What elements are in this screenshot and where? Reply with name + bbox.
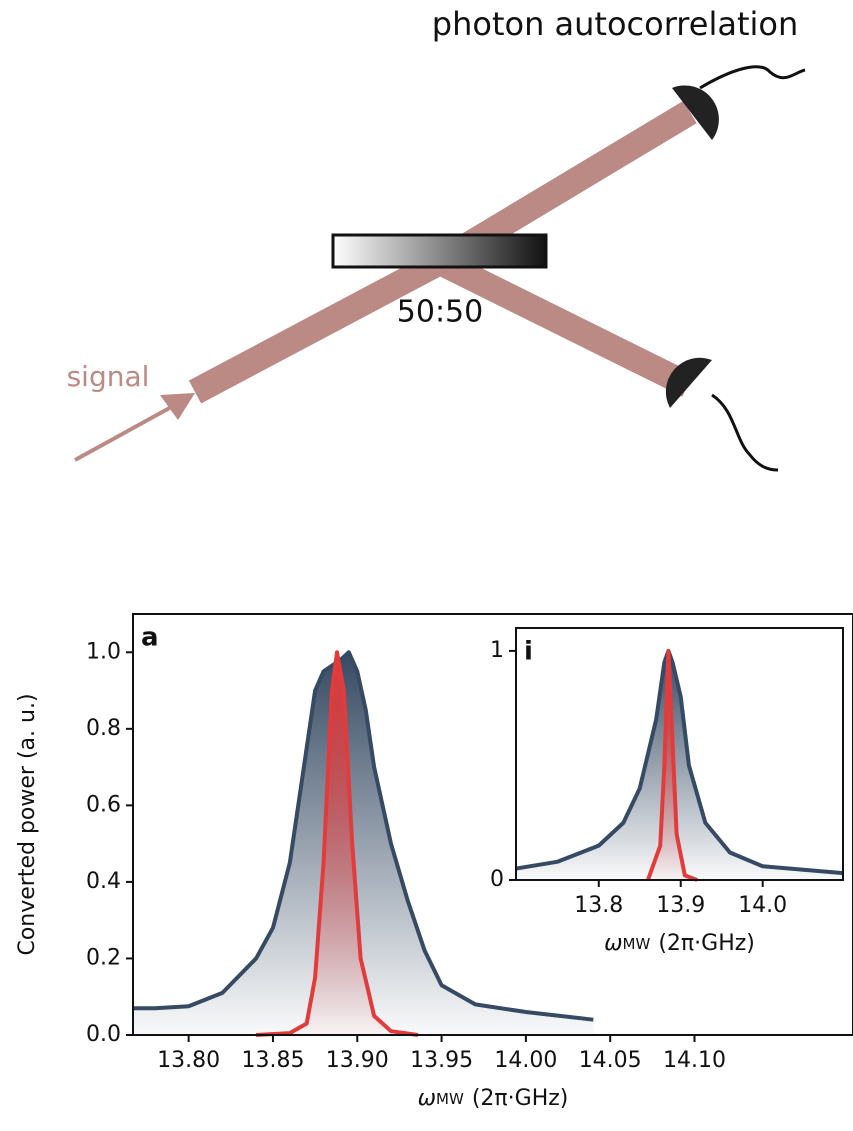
y-tick-label: 0 (490, 867, 504, 892)
x-tick-label: 14.05 (579, 1048, 642, 1073)
input-label: signal (67, 360, 150, 393)
beam (434, 250, 694, 397)
axes-frame (132, 613, 853, 1036)
x-tick-label: 13.95 (410, 1048, 473, 1073)
x-tick-label: 13.80 (157, 1048, 220, 1073)
x-axis-label: ωMW (2π·GHz) (604, 931, 755, 956)
x-tick-label: 13.9 (656, 893, 705, 918)
x-axis-label-part: MW (436, 1090, 464, 1108)
y-axis-label: Converted power (a. u.) (15, 693, 40, 955)
x-tick-label: 14.00 (494, 1048, 557, 1073)
beam-splitter (331, 233, 548, 269)
splitter-label: 50:50 (397, 295, 483, 330)
x-axis-label-part: (2π·GHz) (658, 931, 755, 956)
x-tick-label: 14.0 (738, 893, 787, 918)
y-tick-label: 0.0 (86, 1022, 121, 1047)
area-fill (256, 652, 418, 1035)
y-tick-label: 0.2 (86, 945, 121, 970)
y-tick-label: 0.4 (86, 869, 121, 894)
area-fill (133, 652, 594, 1035)
wire (711, 393, 779, 472)
y-tick-label: 1 (490, 638, 504, 663)
detector (672, 85, 719, 140)
x-axis-label: ωMW (2π·GHz) (418, 1086, 569, 1111)
x-tick-label: 13.85 (241, 1048, 304, 1073)
arrow (74, 403, 176, 462)
x-tick-label: 14.10 (663, 1048, 726, 1073)
arrow-head (160, 393, 195, 420)
y-tick-label: 0.8 (86, 716, 121, 741)
setup-diagram: photon autocorrelation 50:50 signal (67, 5, 806, 472)
charts: 0.00.20.40.60.81.013.80 13.85 13.90 13.95 14… (15, 613, 853, 1111)
detector (665, 357, 712, 408)
diagram-title: photon autocorrelation (432, 5, 798, 43)
wire (699, 65, 806, 90)
x-tick-label: 13.90 (326, 1048, 389, 1073)
x-axis-label-part: ω (418, 1086, 436, 1111)
x-axis-label-part: (2π·GHz) (472, 1086, 569, 1111)
line (255, 650, 419, 1037)
area-fill (516, 650, 843, 880)
line (133, 650, 594, 1022)
beam (188, 250, 447, 404)
y-tick-label: 0.6 (86, 792, 121, 817)
panel-label: i (524, 637, 533, 667)
x-axis-label-part: MW (623, 935, 651, 953)
line (646, 648, 698, 882)
panel-label: a (141, 623, 159, 653)
y-tick-label: 1.0 (86, 639, 121, 664)
axes-frame (515, 627, 844, 881)
x-axis-label-part: ω (604, 931, 622, 956)
x-tick-label: 13.8 (574, 893, 623, 918)
